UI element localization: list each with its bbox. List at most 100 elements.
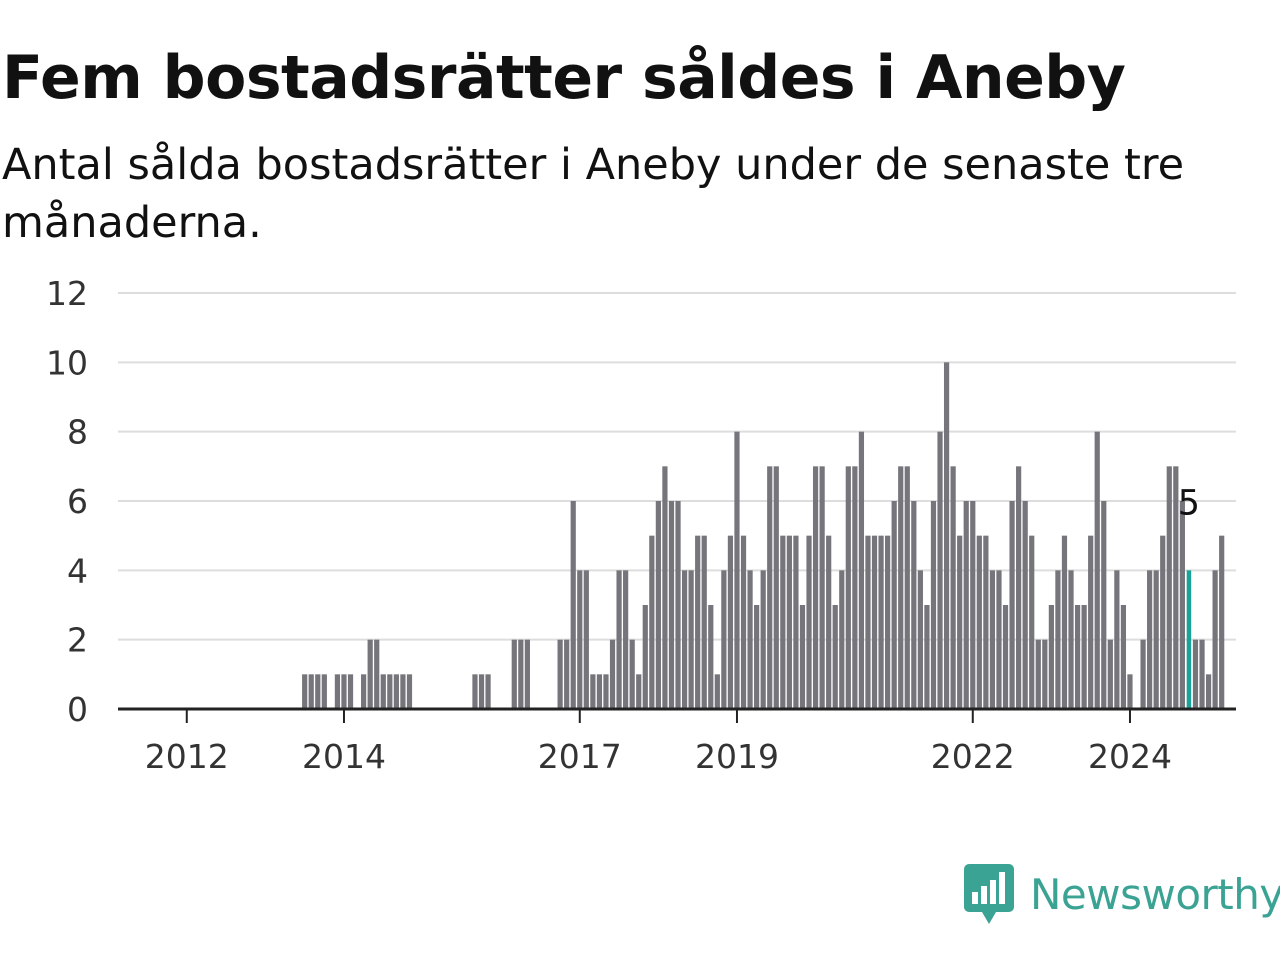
y-tick-label: 6	[67, 482, 88, 521]
bar	[826, 535, 832, 709]
bar	[524, 639, 530, 709]
bar	[845, 466, 851, 709]
bar	[649, 535, 655, 709]
highlight-value-label: 5	[1178, 484, 1200, 524]
x-axis-ticks: 2012 2014 2017 2019 2022 2024	[145, 709, 1172, 776]
bar	[937, 431, 943, 709]
bar	[478, 674, 485, 709]
bar	[662, 466, 668, 709]
bar	[747, 570, 753, 709]
bar	[1166, 466, 1172, 709]
bar	[1147, 570, 1153, 709]
bar	[727, 535, 734, 709]
bar	[380, 674, 386, 709]
bar	[590, 674, 596, 709]
bar	[1173, 466, 1179, 709]
bar	[315, 674, 321, 709]
x-tick-label: 2014	[302, 737, 386, 776]
bar	[760, 570, 766, 709]
bar	[871, 535, 878, 709]
bar	[780, 535, 786, 709]
bar	[387, 674, 393, 709]
bar	[1068, 570, 1074, 709]
bar	[406, 674, 413, 709]
bar	[1120, 605, 1127, 709]
y-tick-label: 8	[67, 413, 88, 452]
bar	[1153, 570, 1159, 709]
bar	[976, 535, 982, 709]
bar	[1101, 501, 1107, 709]
bar	[1055, 570, 1061, 709]
bar	[1192, 639, 1199, 709]
bar	[616, 570, 622, 709]
y-tick-label: 4	[67, 551, 88, 590]
bar	[1127, 674, 1133, 709]
bar	[511, 639, 517, 709]
bar-highlight	[1186, 570, 1192, 709]
bar	[1219, 535, 1225, 709]
bar	[564, 639, 570, 709]
bar	[911, 501, 917, 709]
bar	[996, 570, 1002, 709]
bar	[898, 466, 904, 709]
bar	[636, 674, 642, 709]
bar	[701, 535, 707, 709]
bar	[904, 466, 910, 709]
bar	[347, 674, 354, 709]
bar	[1140, 639, 1146, 709]
bar	[1199, 639, 1205, 709]
bar	[989, 570, 996, 709]
x-tick-label: 2012	[145, 737, 229, 776]
bar	[1088, 535, 1094, 709]
bar	[1074, 605, 1081, 709]
bar	[518, 639, 524, 709]
bar	[557, 639, 563, 709]
value-labels: 5	[1178, 484, 1200, 524]
bar	[1081, 605, 1087, 709]
bar	[596, 674, 603, 709]
bar	[832, 605, 838, 709]
chart-title: Fem bostadsrätter såldes i Aneby	[2, 43, 1126, 113]
chart-subtitle: Antal sålda bostadsrätter i Aneby under …	[2, 140, 1185, 248]
bar	[740, 535, 747, 709]
bar	[367, 639, 373, 709]
bar	[734, 431, 740, 709]
bar	[858, 431, 865, 709]
y-tick-label: 12	[46, 274, 88, 313]
bar	[714, 674, 720, 709]
bar	[374, 639, 380, 709]
bar	[1035, 639, 1041, 709]
bar	[754, 605, 760, 709]
bar	[472, 674, 478, 709]
bar	[1009, 501, 1015, 709]
bar	[721, 570, 727, 709]
bar	[583, 570, 589, 709]
bar	[812, 466, 819, 709]
bar	[957, 535, 963, 709]
bar	[950, 466, 956, 709]
bar	[609, 639, 616, 709]
bar	[1042, 639, 1048, 709]
bar	[930, 501, 937, 709]
bar	[400, 674, 406, 709]
bar	[668, 501, 675, 709]
bar	[1205, 674, 1212, 709]
x-tick-label: 2022	[931, 737, 1015, 776]
bar	[308, 674, 314, 709]
bar	[341, 674, 347, 709]
bar	[1094, 431, 1100, 709]
y-tick-label: 2	[67, 621, 88, 660]
bar	[924, 605, 930, 709]
bar	[361, 674, 367, 709]
bar	[623, 570, 629, 709]
bar	[688, 570, 694, 709]
bar	[603, 674, 609, 709]
bar	[642, 605, 648, 709]
bar	[629, 639, 635, 709]
bar	[943, 362, 950, 709]
bar	[806, 535, 812, 709]
bar	[786, 535, 792, 709]
bar	[1179, 501, 1185, 709]
bar	[675, 501, 681, 709]
